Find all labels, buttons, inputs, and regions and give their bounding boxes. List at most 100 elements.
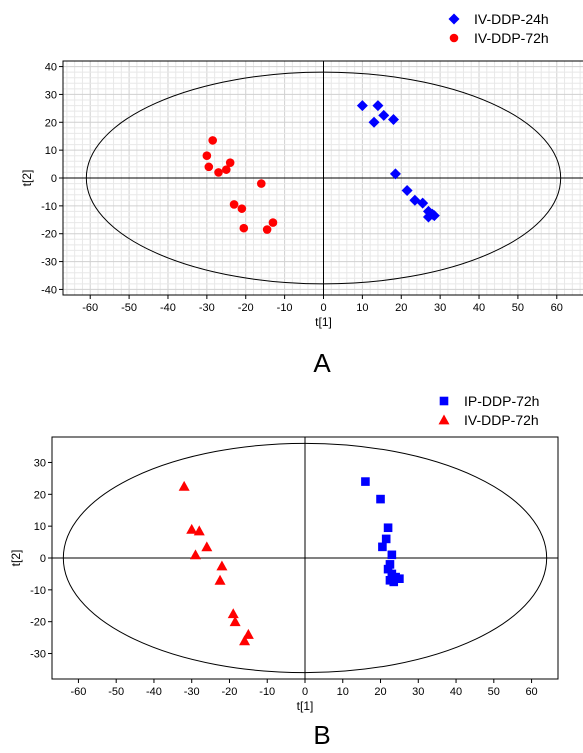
data-point — [385, 560, 395, 569]
data-point — [239, 635, 251, 646]
x-tick-label: 10 — [356, 302, 368, 314]
y-tick-label: -10 — [30, 585, 46, 597]
x-tick-label: -20 — [222, 686, 238, 698]
legend-label: IV-DDP-24h — [474, 11, 549, 27]
x-tick-label: 10 — [337, 686, 349, 698]
x-tick-label: -40 — [146, 686, 162, 698]
data-point — [428, 210, 440, 222]
x-tick-label: 50 — [488, 686, 500, 698]
series-iv-ddp-72h — [178, 480, 254, 646]
data-point — [202, 151, 212, 161]
y-tick-label: -40 — [41, 284, 57, 296]
y-tick-label: -10 — [41, 201, 57, 213]
x-tick-label: -10 — [277, 302, 293, 314]
x-tick-label: 20 — [395, 302, 407, 314]
y-tick-label: 10 — [45, 145, 57, 157]
data-point — [368, 116, 380, 128]
x-axis-label: t[1] — [315, 315, 332, 329]
x-tick-label: -20 — [238, 302, 254, 314]
series-ip-ddp-72h — [361, 477, 404, 587]
data-point — [193, 525, 205, 536]
data-point — [417, 197, 429, 209]
y-tick-label: -20 — [30, 617, 46, 629]
x-tick-label: 0 — [320, 302, 326, 314]
x-tick-label: -60 — [82, 302, 98, 314]
x-tick-label: 40 — [473, 302, 485, 314]
data-point — [381, 534, 391, 544]
x-axis-label: t[1] — [297, 699, 314, 713]
data-point — [225, 158, 235, 167]
data-point — [395, 574, 404, 583]
data-point — [387, 550, 397, 560]
legend-label: IV-DDP-72h — [474, 30, 549, 46]
y-tick-label: 20 — [45, 117, 57, 129]
y-tick-label: -20 — [41, 229, 57, 241]
data-point — [378, 542, 387, 552]
y-tick-label: 10 — [34, 521, 46, 533]
data-point — [227, 608, 239, 619]
y-tick-label: 30 — [34, 457, 46, 469]
y-axis-label: t[2] — [9, 550, 23, 567]
legend-label: IV-DDP-72h — [464, 412, 539, 428]
x-tick-label: -10 — [259, 686, 275, 698]
data-point — [237, 204, 247, 213]
legend-marker — [449, 33, 459, 43]
legend-marker — [448, 13, 460, 25]
data-point — [208, 136, 217, 145]
y-tick-label: 30 — [45, 89, 57, 101]
legend: IP-DDP-72h IV-DDP-72h — [438, 393, 539, 428]
legend-marker — [439, 396, 449, 406]
data-point — [268, 218, 278, 227]
x-tick-label: 60 — [551, 302, 563, 314]
chart-panel-a: -60 -50 -40 -30 -20 -10 0 10 20 30 40 50 60 -40 -30 -20… — [20, 11, 583, 378]
y-tick-label: -30 — [41, 257, 57, 269]
data-point — [239, 223, 249, 233]
series-iv-ddp-72h — [202, 136, 278, 234]
panel-label: B — [313, 720, 330, 750]
data-point — [216, 560, 228, 571]
panel-label: A — [313, 348, 331, 378]
data-point — [221, 165, 231, 174]
x-tick-label: -50 — [121, 302, 137, 314]
data-point — [361, 477, 370, 486]
data-point — [387, 114, 399, 125]
data-point — [383, 564, 393, 574]
series-iv-ddp-24h — [356, 100, 440, 223]
x-tick-label: 40 — [450, 686, 462, 698]
data-point — [401, 185, 413, 197]
x-tick-label: 30 — [434, 302, 446, 314]
y-tick-label: 20 — [34, 489, 46, 501]
data-point — [214, 168, 223, 177]
data-point — [214, 574, 226, 585]
x-tick-label: -30 — [184, 686, 200, 698]
x-tick-label: -50 — [108, 686, 124, 698]
chart-panel-b: -60 -50 -40 -30 -20 -10 0 10 20 30 40 50 60 -30 -20 -10… — [9, 393, 559, 750]
x-tick-label: 20 — [374, 686, 386, 698]
data-point — [378, 109, 390, 121]
x-tick-label: 60 — [525, 686, 537, 698]
y-tick-label: 40 — [45, 62, 57, 74]
data-point — [201, 541, 213, 552]
x-tick-label: 30 — [412, 686, 424, 698]
y-tick-label: 0 — [40, 553, 46, 565]
y-tick-label: -30 — [30, 649, 46, 661]
confidence-ellipse — [85, 71, 562, 285]
x-tick-label: -30 — [199, 302, 215, 314]
data-point — [389, 168, 401, 180]
x-tick-label: -40 — [160, 302, 176, 314]
data-point — [262, 225, 272, 234]
legend-label: IP-DDP-72h — [464, 393, 539, 409]
data-point — [189, 549, 201, 560]
y-tick-label: 0 — [51, 173, 57, 185]
x-tick-label: -60 — [70, 686, 86, 698]
data-point — [376, 494, 385, 504]
legend-marker — [438, 414, 450, 425]
data-point — [372, 100, 384, 112]
data-point — [229, 616, 241, 627]
legend: IV-DDP-24h IV-DDP-72h — [448, 11, 549, 46]
data-point — [383, 523, 393, 533]
data-point — [229, 200, 239, 209]
x-tick-label: 50 — [512, 302, 524, 314]
data-point — [204, 162, 214, 172]
